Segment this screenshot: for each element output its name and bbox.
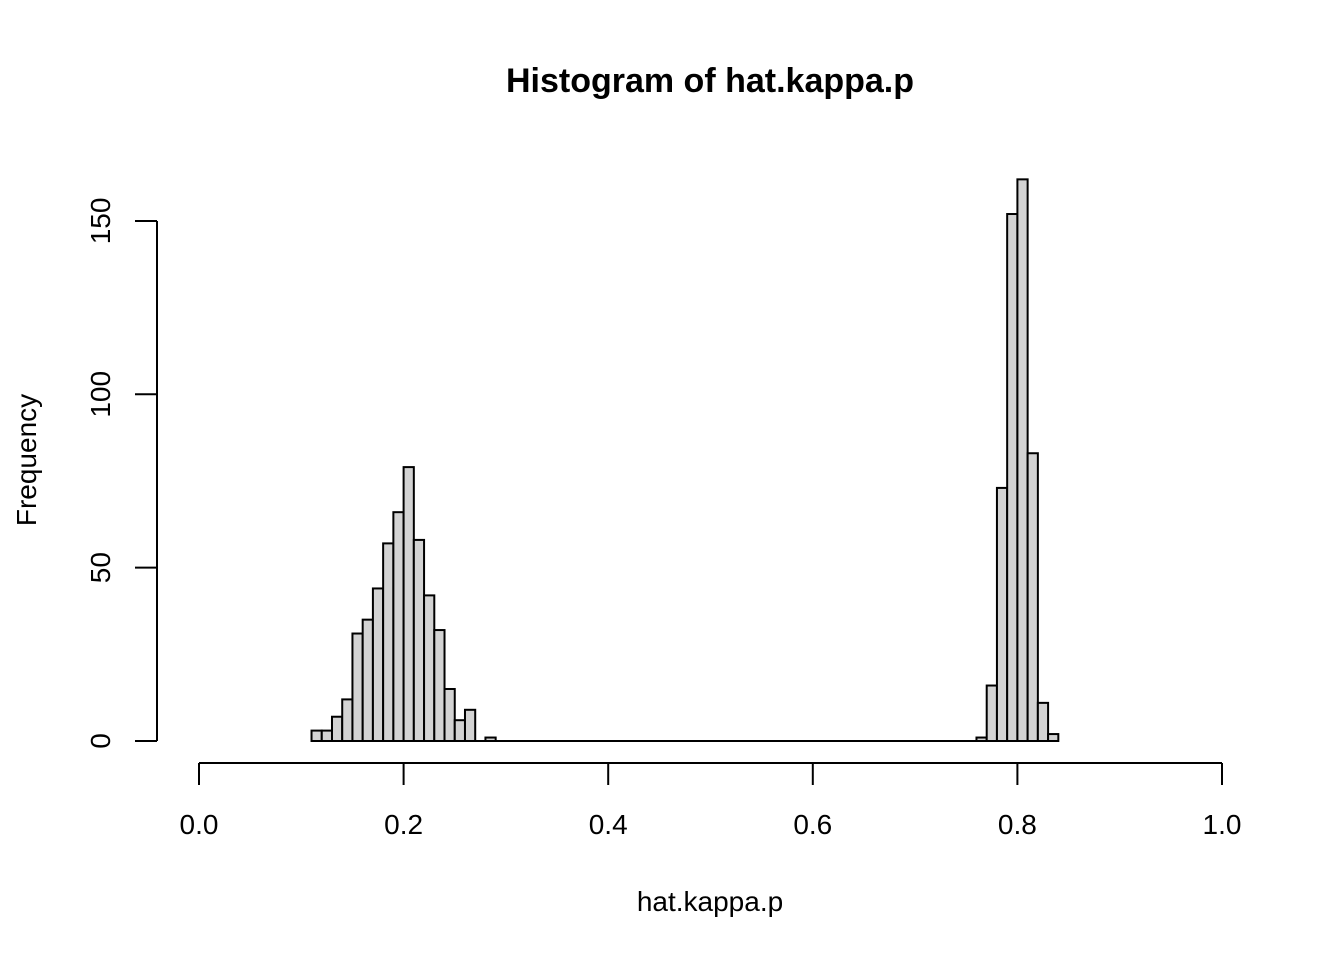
histogram-bar [330, 715, 344, 743]
histogram-bars [310, 178, 1060, 743]
y-tick-label: 0 [85, 733, 116, 749]
chart-title: Histogram of hat.kappa.p [506, 62, 914, 100]
x-tick-label: 0.2 [384, 809, 423, 840]
x-axis: 0.0 0.2 0.4 0.6 0.8 1.0 [180, 762, 1242, 840]
histogram-bar [361, 618, 374, 743]
y-tick-label: 50 [85, 552, 116, 583]
x-tick-label: 0.4 [589, 809, 628, 840]
histogram-bar [995, 486, 1009, 742]
y-tick-label: 100 [85, 371, 116, 418]
x-tick-label: 0.6 [793, 809, 832, 840]
x-axis-label: hat.kappa.p [637, 886, 783, 917]
x-tick-label: 0.0 [180, 809, 219, 840]
histogram-bar [351, 632, 364, 743]
x-tick-label: 0.8 [998, 809, 1037, 840]
histogram-bar [985, 684, 998, 743]
histogram-bar [484, 736, 497, 743]
y-axis-label: Frequency [11, 394, 42, 526]
histogram-bar [341, 698, 354, 742]
y-axis: 0 50 100 150 [85, 198, 158, 749]
histogram-bar [443, 687, 456, 742]
x-tick-label: 1.0 [1203, 809, 1242, 840]
histogram-bar [463, 708, 477, 742]
histogram-bar [1036, 701, 1050, 742]
y-tick-label: 150 [85, 198, 116, 245]
histogram-bar [402, 466, 415, 742]
histogram-bar [320, 729, 333, 742]
histogram-bar [1006, 213, 1019, 743]
histogram-bar [412, 538, 426, 742]
histogram-bar [453, 719, 466, 742]
histogram-bar [433, 629, 446, 743]
histogram-bar [392, 511, 405, 742]
histogram-bar [1026, 452, 1039, 742]
histogram-bar [423, 594, 436, 742]
histogram-bar [382, 542, 395, 742]
histogram-bar [310, 729, 323, 742]
histogram-bar [371, 587, 385, 743]
histogram-bar [1016, 178, 1029, 742]
histogram-bar [1047, 733, 1060, 742]
histogram-bar [975, 736, 988, 743]
